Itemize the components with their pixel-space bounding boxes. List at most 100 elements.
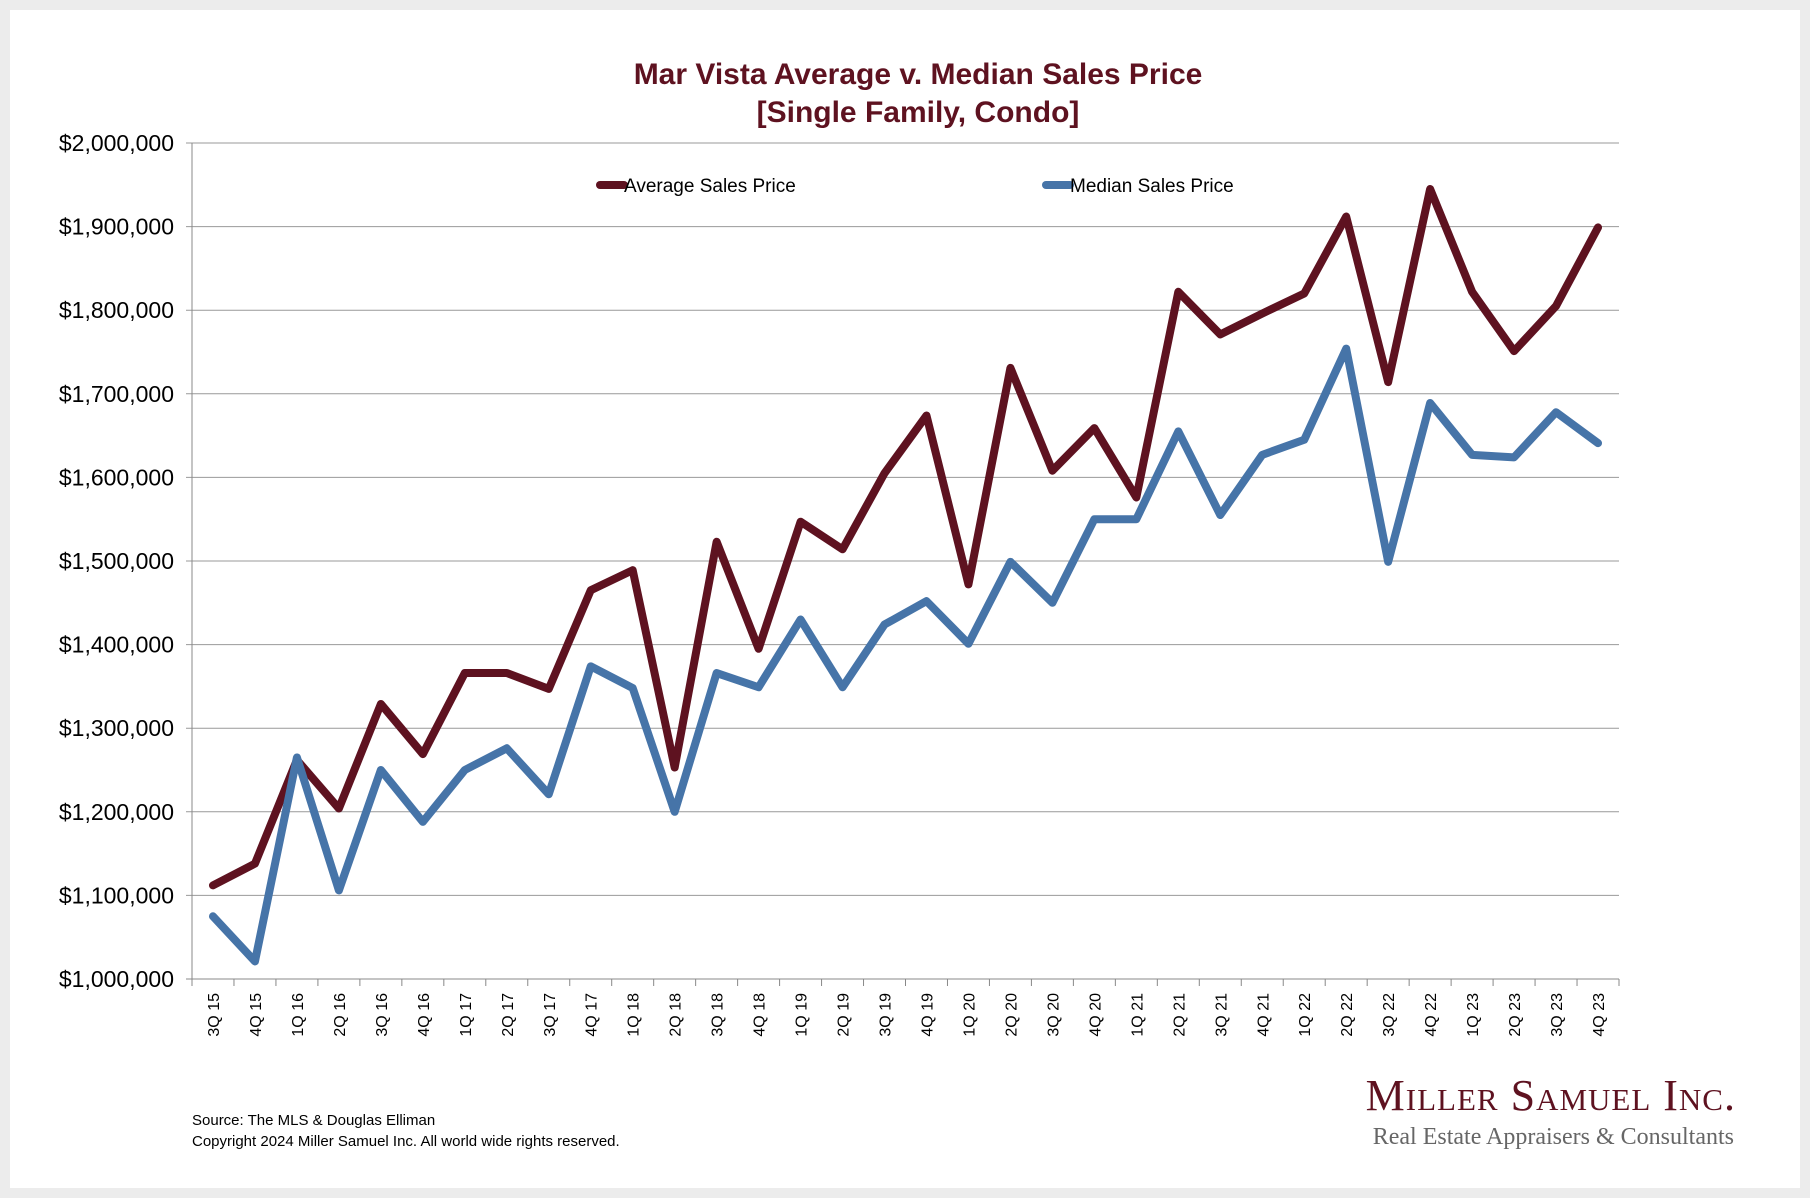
legend-label: Median Sales Price xyxy=(1070,176,1234,197)
y-tick-label: $1,900,000 xyxy=(59,214,174,240)
x-tick-label: 3Q 21 xyxy=(1213,993,1230,1037)
data-point xyxy=(212,884,214,886)
data-point xyxy=(758,648,760,650)
data-point xyxy=(1219,514,1221,516)
data-point xyxy=(1177,291,1179,293)
series-line-average xyxy=(208,184,1603,890)
data-point xyxy=(842,686,844,688)
data-point xyxy=(884,624,886,626)
x-tick-label: 1Q 17 xyxy=(458,993,475,1037)
y-tick-label: $1,500,000 xyxy=(59,548,174,574)
data-point xyxy=(506,747,508,749)
series-line-median xyxy=(208,344,1603,966)
y-tick-label: $1,100,000 xyxy=(59,882,174,908)
data-point xyxy=(212,915,214,917)
x-tick-label: 1Q 22 xyxy=(1297,993,1314,1037)
data-point xyxy=(254,960,256,962)
data-point xyxy=(1303,439,1305,441)
x-tick-label: 2Q 16 xyxy=(332,993,349,1037)
x-tick-label: 4Q 20 xyxy=(1087,993,1104,1037)
data-point xyxy=(296,756,298,758)
data-point xyxy=(590,589,592,591)
data-point xyxy=(338,889,340,891)
data-point xyxy=(1513,350,1515,352)
data-point xyxy=(1135,496,1137,498)
logo-name: Miller Samuel Inc. xyxy=(1366,1071,1736,1120)
chart-title: Mar Vista Average v. Median Sales Price xyxy=(634,58,1203,91)
data-point xyxy=(1513,456,1515,458)
data-point xyxy=(716,672,718,674)
data-point xyxy=(422,753,424,755)
y-tick-label: $2,000,000 xyxy=(59,130,174,156)
x-tick-label: 4Q 19 xyxy=(919,993,936,1037)
data-point xyxy=(632,569,634,571)
x-tick-label: 3Q 16 xyxy=(374,993,391,1037)
data-point xyxy=(967,643,969,645)
y-tick-label: $1,200,000 xyxy=(59,799,174,825)
x-tick-label: 1Q 16 xyxy=(290,993,307,1037)
x-tick-label: 3Q 15 xyxy=(206,993,223,1037)
x-tick-label: 1Q 23 xyxy=(1465,993,1482,1037)
x-tick-label: 4Q 17 xyxy=(584,993,601,1037)
data-point xyxy=(1009,561,1011,563)
data-point xyxy=(1051,602,1053,604)
x-tick-label: 3Q 23 xyxy=(1549,993,1566,1037)
data-point xyxy=(1429,402,1431,404)
x-tick-label: 4Q 15 xyxy=(248,993,265,1037)
y-tick-label: $1,700,000 xyxy=(59,381,174,407)
x-tick-label: 3Q 18 xyxy=(710,993,727,1037)
y-tick-label: $1,600,000 xyxy=(59,464,174,490)
x-tick-label: 1Q 18 xyxy=(626,993,643,1037)
x-tick-label: 3Q 22 xyxy=(1381,993,1398,1037)
x-tick-label: 1Q 19 xyxy=(794,993,811,1037)
data-point xyxy=(1009,367,1011,369)
data-point xyxy=(884,472,886,474)
x-tick-label: 3Q 19 xyxy=(878,993,895,1037)
data-point xyxy=(674,811,676,813)
legend-label: Average Sales Price xyxy=(624,176,796,197)
x-tick-label: 4Q 16 xyxy=(416,993,433,1037)
y-tick-label: $1,400,000 xyxy=(59,632,174,658)
data-point xyxy=(506,672,508,674)
x-tick-label: 2Q 20 xyxy=(1003,993,1020,1037)
data-point xyxy=(1387,561,1389,563)
data-point xyxy=(1135,518,1137,520)
y-tick-label: $1,300,000 xyxy=(59,715,174,741)
x-tick-label: 4Q 21 xyxy=(1255,993,1272,1037)
x-tick-label: 2Q 19 xyxy=(836,993,853,1037)
data-point xyxy=(464,672,466,674)
data-point xyxy=(716,541,718,543)
data-point xyxy=(1597,442,1599,444)
x-tick-label: 4Q 23 xyxy=(1591,993,1608,1037)
data-point xyxy=(548,793,550,795)
y-tick-label: $1,800,000 xyxy=(59,297,174,323)
x-tick-label: 2Q 18 xyxy=(668,993,685,1037)
y-tick-label: $1,000,000 xyxy=(59,966,174,992)
copyright-note: Copyright 2024 Miller Samuel Inc. All wo… xyxy=(192,1133,620,1150)
data-point xyxy=(925,600,927,602)
data-point xyxy=(422,821,424,823)
data-point xyxy=(1261,313,1263,315)
data-point xyxy=(338,807,340,809)
data-point xyxy=(1261,454,1263,456)
data-point xyxy=(1471,291,1473,293)
x-tick-label: 3Q 17 xyxy=(542,993,559,1037)
x-tick-label: 4Q 18 xyxy=(752,993,769,1037)
data-point xyxy=(1219,333,1221,335)
data-point xyxy=(800,619,802,621)
data-point xyxy=(1093,518,1095,520)
data-point xyxy=(1051,470,1053,472)
data-point xyxy=(1345,348,1347,350)
x-tick-label: 1Q 21 xyxy=(1129,993,1146,1037)
data-point xyxy=(632,687,634,689)
source-note: Source: The MLS & Douglas Elliman xyxy=(192,1112,435,1129)
x-tick-label: 4Q 22 xyxy=(1423,993,1440,1037)
data-point xyxy=(800,521,802,523)
data-point xyxy=(380,703,382,705)
data-point xyxy=(1387,381,1389,383)
data-point xyxy=(1093,427,1095,429)
data-point xyxy=(254,863,256,865)
data-point xyxy=(1597,226,1599,228)
data-point xyxy=(1345,216,1347,218)
